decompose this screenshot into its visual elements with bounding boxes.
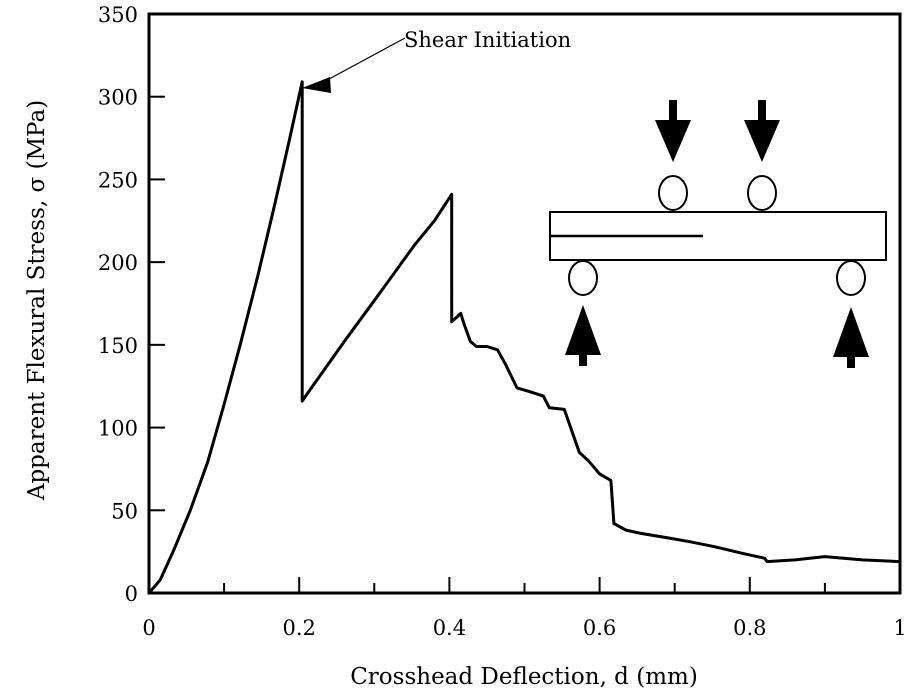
data-series-line	[147, 80, 901, 594]
y-tick-label: 150	[98, 334, 138, 358]
y-tick-label: 250	[98, 168, 138, 192]
x-tick-label: 0.4	[433, 616, 466, 640]
x-tick-label: 0.8	[733, 616, 766, 640]
y-tick-label: 50	[111, 499, 138, 523]
top-roller	[658, 175, 688, 211]
x-tick-label: 0	[142, 616, 155, 640]
bottom-roller	[836, 260, 866, 296]
support-arrow-up-icon	[833, 307, 869, 368]
y-tick-label: 200	[98, 251, 138, 275]
plot-frame	[147, 12, 902, 595]
annotation-shear-initiation: Shear Initiation	[404, 28, 571, 52]
y-tick-label: 0	[125, 582, 138, 606]
support-arrow-up-icon	[565, 305, 601, 366]
annotation-arrow	[317, 37, 406, 86]
ticks	[148, 13, 901, 594]
x-tick-label: 0.2	[282, 616, 315, 640]
top-roller	[747, 175, 777, 211]
x-axis-title: Crosshead Deflection, d (mm)	[350, 664, 698, 690]
x-tick-label: 0.6	[583, 616, 616, 640]
y-tick-label: 100	[98, 417, 138, 441]
y-axis-title: Apparent Flexural Stress, σ (MPa)	[24, 100, 50, 501]
tick-labels: 0 0.2 0.4 0.6 0.8 1 0 50 100 150 200 250 300 350	[98, 3, 907, 640]
inset-specimen-diagram	[549, 100, 887, 368]
bottom-roller	[568, 260, 598, 296]
load-arrow-down-icon	[655, 100, 691, 162]
y-tick-label: 300	[98, 86, 138, 110]
annotation-arrowhead	[302, 77, 331, 93]
y-tick-label: 350	[98, 3, 138, 27]
x-tick-label: 1	[893, 616, 906, 640]
load-arrow-down-icon	[744, 100, 780, 162]
